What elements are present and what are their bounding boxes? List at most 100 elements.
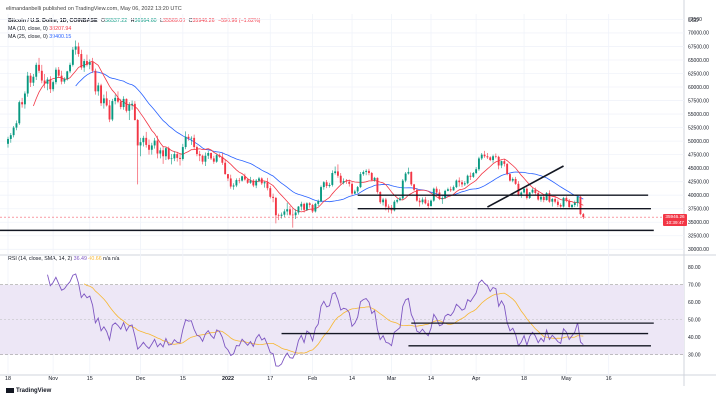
candle-body xyxy=(162,150,165,157)
candle-body xyxy=(430,200,432,207)
low-label: L xyxy=(160,18,164,24)
candle-body xyxy=(170,158,173,160)
time-tick-label: 15 xyxy=(87,376,93,382)
candle-body xyxy=(193,137,196,148)
price-tick-label: 60000.00 xyxy=(688,85,709,91)
price-tick-label: 45000.00 xyxy=(688,166,709,172)
candle-body xyxy=(317,201,320,204)
candle-body xyxy=(74,46,77,50)
candle-body xyxy=(249,180,252,183)
candle-body xyxy=(167,148,170,159)
candle-body xyxy=(198,154,201,156)
candle-body xyxy=(562,197,565,207)
high-label: H xyxy=(130,18,135,24)
candle-body xyxy=(554,198,557,202)
candle-body xyxy=(576,196,579,203)
rsi-tick-label: 80.00 xyxy=(688,265,701,271)
candle-body xyxy=(571,204,573,208)
candle-body xyxy=(582,214,585,218)
candle-body xyxy=(517,183,520,195)
time-tick-label: 14 xyxy=(428,376,434,382)
candle-body xyxy=(21,102,24,105)
candle-body xyxy=(477,158,480,170)
candle-body xyxy=(181,147,184,159)
candle-body xyxy=(573,202,576,205)
candle-body xyxy=(117,97,119,102)
candle-body xyxy=(475,169,478,174)
candle-body xyxy=(506,163,509,175)
candle-body xyxy=(545,193,548,201)
candle-body xyxy=(492,156,494,161)
price-tick-label: 35000.00 xyxy=(688,220,709,226)
price-tick-label: 40000.00 xyxy=(688,193,709,199)
candle-body xyxy=(308,203,311,205)
candle-body xyxy=(568,200,571,208)
last-price-tag: 35946.26 10:39:47 xyxy=(663,214,687,227)
candle-body xyxy=(399,198,401,201)
candle-body xyxy=(283,211,286,215)
rsi-legend[interactable]: RSI (14, close, SMA, 14, 2) 36.49 40.66 … xyxy=(8,256,119,262)
candle-body xyxy=(69,64,71,72)
price-tick-label: 55000.00 xyxy=(688,112,709,118)
candle-body xyxy=(119,101,122,108)
candle-body xyxy=(207,153,210,156)
change-value: −590.96 (−1.62%) xyxy=(218,18,261,24)
candle-body xyxy=(221,156,224,163)
rsi-na-2: n/a xyxy=(112,256,120,262)
candle-body xyxy=(35,64,38,77)
candle-body xyxy=(131,103,134,105)
currency-label[interactable]: USD xyxy=(688,18,699,24)
candle-body xyxy=(179,157,181,159)
candle-body xyxy=(413,184,416,190)
candle-body xyxy=(153,140,156,146)
candle-body xyxy=(297,206,300,213)
close-value: 35946.26 xyxy=(192,18,215,24)
candle-body xyxy=(404,173,407,181)
candle-body xyxy=(435,188,438,193)
candle-body xyxy=(497,156,500,166)
price-tick-label: 72500 xyxy=(688,17,702,23)
candle-body xyxy=(421,199,424,203)
open-label: O xyxy=(100,18,106,24)
candle-body xyxy=(303,203,306,210)
ma25-value: 39400.15 xyxy=(49,34,72,40)
candle-body xyxy=(559,204,562,207)
ma10-legend[interactable]: MA (10, close, 0) 38207.94 xyxy=(8,26,71,32)
candle-body xyxy=(534,189,537,194)
candle-body xyxy=(548,193,551,202)
time-tick-label: Feb xyxy=(308,376,317,382)
time-tick-label: 15 xyxy=(180,376,186,382)
candle-body xyxy=(57,69,60,76)
rsi-tick-label: 30.00 xyxy=(688,352,701,358)
candle-body xyxy=(466,175,469,184)
candle-body xyxy=(122,98,125,108)
candle-body xyxy=(368,170,370,174)
logo-text: TradingView xyxy=(16,388,52,395)
rsi-tick-label: 40.00 xyxy=(688,335,701,341)
candle-body xyxy=(449,189,452,191)
candle-body xyxy=(150,145,153,150)
candle-body xyxy=(334,171,337,174)
candle-body xyxy=(509,174,511,181)
candle-body xyxy=(418,200,421,203)
candle-body xyxy=(66,71,69,79)
candle-body xyxy=(252,180,255,186)
candle-body xyxy=(238,180,241,181)
candle-body xyxy=(387,206,390,208)
candle-body xyxy=(365,170,368,172)
candle-body xyxy=(29,75,32,83)
candle-body xyxy=(156,140,159,154)
candle-body xyxy=(108,105,111,120)
candle-body xyxy=(452,187,455,191)
ma25-legend[interactable]: MA (25, close, 0) 39400.15 xyxy=(8,34,71,40)
tradingview-logo[interactable]: TradingView xyxy=(6,388,51,394)
candle-body xyxy=(111,101,114,120)
open-value: 36537.22 xyxy=(105,18,128,24)
candle-body xyxy=(49,79,52,90)
rsi-label: RSI (14, close, SMA, 14, 2) xyxy=(8,256,73,262)
candle-body xyxy=(243,176,246,180)
candle-body xyxy=(407,171,410,174)
candle-body xyxy=(266,182,269,189)
candle-body xyxy=(305,203,308,210)
